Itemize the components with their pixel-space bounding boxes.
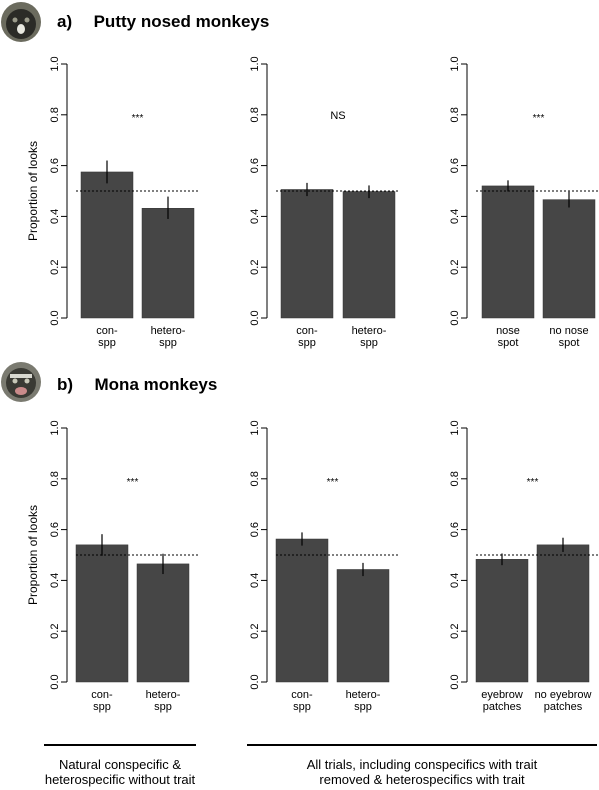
panel-6-y-tick-label: 0.2: [449, 624, 461, 639]
panel-3-significance-label: ***: [533, 113, 545, 124]
panel-5-category-label-1: spp: [293, 701, 311, 713]
panel-1-category-label-1: spp: [98, 337, 116, 349]
panel-3-category-label-1: nose: [496, 325, 520, 337]
panel-6-bar-1: [475, 559, 529, 683]
panel-1-y-tick-label: 0.6: [49, 158, 61, 173]
row-a-title-text: Putty nosed monkeys: [93, 12, 270, 31]
panel-5-y-tick-label: 0.6: [249, 522, 261, 537]
panel-1-bar-1: [80, 171, 134, 319]
panel-1-y-tick-label: 1.0: [49, 56, 61, 71]
panel-1-y-label: Proportion of looks: [26, 141, 40, 241]
panel-2-y-tick-label: 0.6: [249, 158, 261, 173]
panel-6-y-tick-label: 0.6: [449, 522, 461, 537]
panel-3-y-tick-label: 0.6: [449, 158, 461, 173]
panel-2-y-tick-label: 0.8: [249, 107, 261, 122]
footer-left-rule: [44, 744, 196, 746]
footer-right-line1: All trials, including conspecifics with …: [306, 757, 538, 772]
panel-4-y-tick-label: 0.6: [49, 522, 61, 537]
panel-6-category-label-1: eyebrow: [481, 689, 523, 701]
footer-right-rule: [247, 744, 597, 746]
panel-4-bar-2: [136, 563, 190, 683]
panel-3-category-label-1: spot: [498, 337, 519, 349]
row-a-title: a) Putty nosed monkeys: [57, 12, 269, 32]
panel-4-y-tick-label: 0.8: [49, 471, 61, 486]
panel-5-y-tick-label: 0.4: [249, 573, 261, 588]
panel-2-y-tick-label: 0.2: [249, 260, 261, 275]
panel-2-bar-2: [342, 191, 396, 319]
panel-1-y-tick-label: 0.8: [49, 107, 61, 122]
panel-5-category-label-2: spp: [354, 701, 372, 713]
panel-2-category-label-1: con-: [296, 325, 318, 337]
panel-6-category-label-2: no eyebrow: [535, 689, 592, 701]
panel-3-y-tick-label: 0.0: [449, 310, 461, 325]
footer-right-caption: All trials, including conspecifics with …: [262, 757, 582, 787]
panel-5-y-tick-label: 0.0: [249, 674, 261, 689]
panel-4-y-tick-label: 0.0: [49, 674, 61, 689]
panel-6-category-label-1: patches: [483, 701, 522, 713]
panel-4-y-label: Proportion of looks: [26, 505, 40, 605]
panel-1-category-label-2: spp: [159, 337, 177, 349]
panel-3-category-label-2: spot: [559, 337, 580, 349]
panel-1-bar-2: [141, 208, 195, 319]
footer-left-line2: heterospecific without trait: [44, 772, 196, 787]
panel-2-significance-label: NS: [330, 110, 345, 122]
panel-2-y-tick-label: 0.4: [249, 209, 261, 224]
panel-3-y-tick-label: 0.8: [449, 107, 461, 122]
panel-6-y-tick-label: 1.0: [449, 420, 461, 435]
panel-5-bar-2: [336, 569, 390, 683]
panel-4-y-tick-label: 0.2: [49, 624, 61, 639]
panel-4-y-tick-label: 1.0: [49, 420, 61, 435]
panel-3-bar-1: [481, 185, 535, 319]
panel-3-category-label-2: no nose: [549, 325, 588, 337]
panel-5-category-label-2: hetero-: [346, 689, 381, 701]
putty-nosed-monkey-face-icon: [1, 2, 41, 42]
panel-1-y-tick-label: 0.2: [49, 260, 61, 275]
panel-6-y-tick-label: 0.0: [449, 674, 461, 689]
panel-5-y-tick-label: 0.2: [249, 624, 261, 639]
panel-6-category-label-2: patches: [544, 701, 583, 713]
panel-5-y-tick-label: 1.0: [249, 420, 261, 435]
panel-3-bar-2: [542, 199, 596, 319]
panel-3-y-tick-label: 0.4: [449, 209, 461, 224]
footer-right-line2: removed & heterospecifics with trait: [319, 772, 525, 787]
panel-3-y-tick-label: 0.2: [449, 260, 461, 275]
panel-6-y-tick-label: 0.4: [449, 573, 461, 588]
panel-2-y-tick-label: 1.0: [249, 56, 261, 71]
panel-6-bar-2: [536, 544, 590, 683]
footer-left-caption: Natural conspecific & heterospecific wit…: [20, 757, 220, 787]
row-b-letter: b): [57, 375, 74, 394]
panel-5-bar-1: [275, 538, 329, 683]
panel-3-y-tick-label: 1.0: [449, 56, 461, 71]
panel-4-category-label-2: hetero-: [146, 689, 181, 701]
panel-6-y-tick-label: 0.8: [449, 471, 461, 486]
panel-4-category-label-2: spp: [154, 701, 172, 713]
panel-4-bar-1: [75, 544, 129, 683]
row-a-letter: a): [57, 12, 73, 31]
footer-left-line1: Natural conspecific &: [58, 757, 182, 772]
panel-1-significance-label: ***: [132, 113, 144, 124]
panel-4-significance-label: ***: [127, 477, 139, 488]
panel-5-significance-label: ***: [327, 477, 339, 488]
panel-1-category-label-1: con-: [96, 325, 118, 337]
panel-5-y-tick-label: 0.8: [249, 471, 261, 486]
panel-2-bar-1: [280, 189, 334, 319]
mona-monkey-face-icon: [1, 362, 41, 402]
panel-2-y-tick-label: 0.0: [249, 310, 261, 325]
row-b-title: b) Mona monkeys: [57, 375, 217, 395]
panel-4-category-label-1: con-: [91, 689, 113, 701]
panel-5-category-label-1: con-: [291, 689, 313, 701]
row-b-title-text: Mona monkeys: [94, 375, 218, 394]
panel-1-y-tick-label: 0.4: [49, 209, 61, 224]
panel-2-category-label-2: spp: [360, 337, 378, 349]
panel-1-category-label-2: hetero-: [151, 325, 186, 337]
panel-2-category-label-2: hetero-: [352, 325, 387, 337]
panel-4-y-tick-label: 0.4: [49, 573, 61, 588]
panel-1-y-tick-label: 0.0: [49, 310, 61, 325]
panel-4-category-label-1: spp: [93, 701, 111, 713]
panel-6-significance-label: ***: [527, 477, 539, 488]
panel-2-category-label-1: spp: [298, 337, 316, 349]
